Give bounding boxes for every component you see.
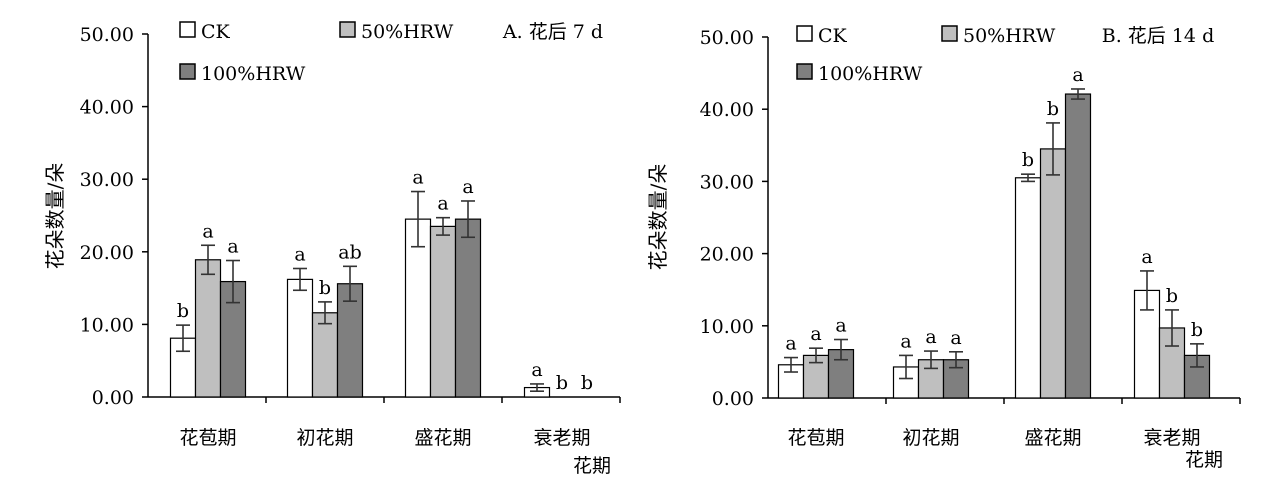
y-tick-label: 50.00	[700, 27, 754, 49]
significance-letter: b	[1022, 149, 1034, 171]
chart-panel-a: 0.0010.0020.0030.0040.0050.00花朵数量/朵baa花苞…	[43, 21, 621, 477]
y-tick-label: 0.00	[712, 388, 754, 410]
legend-swatch	[941, 25, 958, 42]
x-category-label: 花苞期	[179, 427, 236, 449]
legend-label: 50%HRW	[361, 21, 454, 43]
x-category-label: 盛花期	[1024, 427, 1081, 449]
significance-letter: a	[437, 193, 448, 215]
significance-letter: a	[835, 315, 846, 337]
significance-letter: a	[950, 327, 961, 349]
y-tick-label: 30.00	[80, 169, 134, 191]
legend-label: 100%HRW	[818, 63, 923, 85]
y-tick-label: 0.00	[92, 387, 134, 409]
bar-50pcthrw	[194, 259, 222, 398]
bar-50pcthrw	[429, 225, 457, 398]
significance-letter: a	[227, 236, 238, 258]
legend-label: CK	[201, 21, 231, 43]
legend-swatch	[179, 63, 196, 80]
significance-letter: b	[177, 300, 189, 322]
x-category-label: 衰老期	[533, 427, 590, 449]
y-axis-title: 花朵数量/朵	[646, 164, 670, 271]
bar-50pcthrw	[1039, 148, 1067, 399]
significance-letter: a	[202, 220, 213, 242]
panel-title: B. 花后 14 d	[1102, 25, 1214, 47]
bar-100pcthrw	[1064, 93, 1092, 399]
y-tick-label: 10.00	[80, 314, 134, 336]
y-tick-label: 20.00	[700, 244, 754, 266]
legend-label: 100%HRW	[201, 63, 306, 85]
significance-letter: a	[462, 176, 473, 198]
significance-letter: b	[1047, 98, 1059, 120]
bar-50pcthrw	[311, 312, 339, 398]
significance-letter: a	[925, 326, 936, 348]
x-axis-title: 花期	[1185, 449, 1223, 471]
legend-label: 50%HRW	[963, 25, 1056, 47]
x-category-label: 花苞期	[787, 427, 844, 449]
legend-swatch	[339, 21, 356, 38]
significance-letter: a	[900, 330, 911, 352]
significance-letter: a	[1141, 246, 1152, 268]
x-axis-title: 花期	[573, 455, 611, 477]
significance-letter: b	[1191, 319, 1203, 341]
panel-title: A. 花后 7 d	[502, 21, 603, 43]
legend-swatch	[796, 25, 813, 42]
significance-letter: b	[1166, 285, 1178, 307]
x-category-label: 盛花期	[414, 427, 471, 449]
legend-label: CK	[818, 25, 848, 47]
significance-letter: a	[810, 323, 821, 345]
y-tick-label: 40.00	[80, 97, 134, 119]
significance-letter: a	[294, 243, 305, 265]
significance-letter: b	[556, 372, 568, 394]
significance-letter: b	[319, 277, 331, 299]
significance-letter: ab	[338, 241, 362, 263]
bar-100pcthrw	[454, 218, 482, 398]
bar-ck	[1014, 177, 1042, 399]
y-tick-label: 20.00	[80, 242, 134, 264]
x-category-label: 衰老期	[1143, 427, 1200, 449]
y-tick-label: 30.00	[700, 171, 754, 193]
significance-letter: b	[581, 372, 593, 394]
x-category-label: 初花期	[296, 427, 353, 449]
significance-letter: a	[412, 167, 423, 189]
y-tick-label: 40.00	[700, 99, 754, 121]
significance-letter: a	[1072, 64, 1083, 86]
legend-swatch	[796, 63, 813, 80]
bar-ck	[286, 278, 314, 398]
y-tick-label: 50.00	[80, 24, 134, 46]
y-tick-label: 10.00	[700, 316, 754, 338]
bar-100pcthrw	[336, 283, 364, 398]
x-category-label: 初花期	[902, 427, 959, 449]
y-axis-title: 花朵数量/朵	[43, 163, 67, 270]
significance-letter: a	[785, 333, 796, 355]
significance-letter: a	[531, 359, 542, 381]
legend-swatch	[179, 21, 196, 38]
